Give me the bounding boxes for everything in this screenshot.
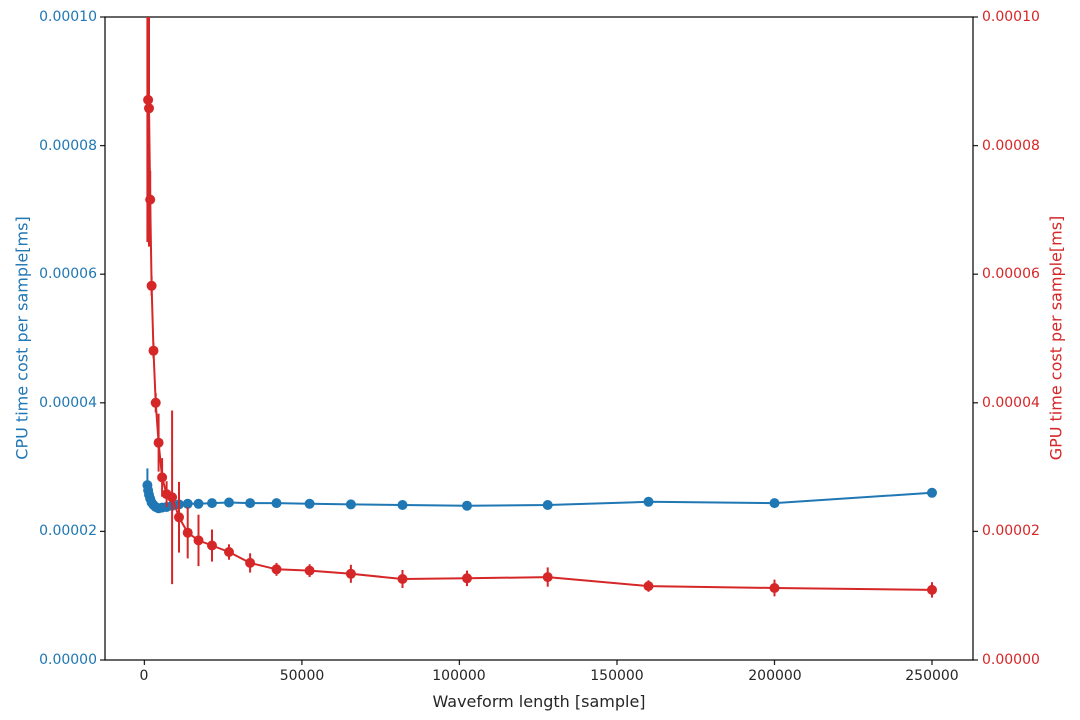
data-point-marker xyxy=(643,496,654,507)
y-tick-label-left: 0.00000 xyxy=(39,652,97,668)
data-point-marker xyxy=(542,500,553,510)
data-point-marker xyxy=(157,472,168,483)
x-tick-label: 50000 xyxy=(279,668,325,684)
data-point-marker xyxy=(193,535,204,546)
y-tick-label-right: 0.00004 xyxy=(982,395,1040,411)
plot-border xyxy=(104,16,974,661)
data-point-marker xyxy=(245,498,256,509)
data-point-marker xyxy=(193,498,204,509)
data-point-marker xyxy=(304,565,315,576)
data-point-marker xyxy=(542,572,553,583)
data-point-marker xyxy=(304,498,315,509)
series-cpu xyxy=(142,468,937,514)
data-point-marker xyxy=(271,564,282,575)
y-tick-label-right: 0.00006 xyxy=(982,266,1040,282)
data-point-marker xyxy=(643,581,654,592)
y-tick-label-left: 0.00008 xyxy=(39,138,97,154)
x-tick-label: 150000 xyxy=(590,668,644,684)
data-point-marker xyxy=(153,437,164,448)
x-axis-label: Waveform length [sample] xyxy=(432,692,646,711)
data-point-marker xyxy=(182,527,193,538)
series-gpu xyxy=(143,17,937,598)
data-point-marker xyxy=(927,487,937,498)
data-point-marker xyxy=(462,500,472,511)
y-tick-label-left: 0.00006 xyxy=(39,266,97,282)
y-axis-label-left: CPU time cost per sample[ms] xyxy=(12,216,32,460)
data-point-marker xyxy=(271,498,282,509)
data-point-marker xyxy=(345,499,356,510)
y-tick-label-right: 0.00008 xyxy=(982,138,1040,154)
data-point-marker xyxy=(182,498,193,509)
data-point-marker xyxy=(143,94,154,105)
data-point-marker xyxy=(145,194,156,205)
data-point-marker xyxy=(462,573,472,584)
data-point-marker xyxy=(224,497,234,508)
y-tick-label-right: 0.00002 xyxy=(982,523,1040,539)
series-line xyxy=(146,484,933,510)
data-point-marker xyxy=(245,557,256,568)
x-tick-label: 200000 xyxy=(748,668,802,684)
data-point-marker xyxy=(397,574,408,584)
y-tick-label-right: 0.00000 xyxy=(982,652,1040,668)
data-point-marker xyxy=(174,512,184,523)
data-point-marker xyxy=(769,583,780,593)
y-tick-label-left: 0.00004 xyxy=(39,395,97,411)
y-tick-label-left: 0.00002 xyxy=(39,523,97,539)
data-point-marker xyxy=(207,498,217,509)
data-point-marker xyxy=(146,280,157,291)
y-tick-label-left: 0.00010 xyxy=(39,9,97,25)
data-point-marker xyxy=(150,397,161,408)
data-point-marker xyxy=(207,540,217,551)
data-point-marker xyxy=(769,498,780,509)
data-point-marker xyxy=(927,584,937,595)
data-point-marker xyxy=(397,500,408,510)
data-point-marker xyxy=(148,345,159,356)
series-line xyxy=(146,17,933,591)
data-point-marker xyxy=(224,547,234,557)
data-point-marker xyxy=(345,568,356,579)
y-tick-label-right: 0.00010 xyxy=(982,9,1040,25)
data-point-marker xyxy=(144,103,154,114)
x-tick-label: 250000 xyxy=(905,668,959,684)
x-tick-label: 100000 xyxy=(432,668,486,684)
data-point-marker xyxy=(167,492,178,503)
y-axis-label-right: GPU time cost per sample[ms] xyxy=(1046,215,1066,461)
x-tick-label: 0 xyxy=(139,668,149,684)
